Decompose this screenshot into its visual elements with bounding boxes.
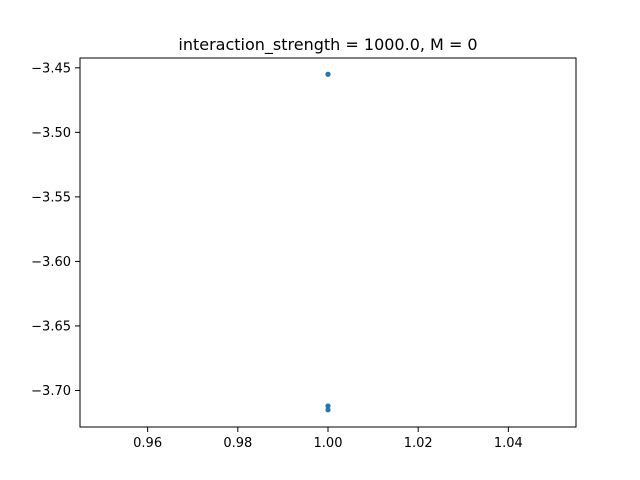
data-point xyxy=(325,71,331,77)
data-point xyxy=(325,403,331,409)
chart-title: interaction_strength = 1000.0, M = 0 xyxy=(178,35,477,55)
x-tick-label: 1.02 xyxy=(404,436,433,451)
y-tick-label: −3.65 xyxy=(31,319,71,334)
plot-area xyxy=(79,57,577,428)
y-axis: −3.45 −3.50 −3.55 −3.60 −3.65 −3.70 xyxy=(31,61,80,399)
x-tick-label: 1.04 xyxy=(494,436,523,451)
x-tick-label: 0.96 xyxy=(133,436,162,451)
y-tick-label: −3.70 xyxy=(31,384,71,399)
x-tick-label: 0.98 xyxy=(223,436,252,451)
y-tick-label: −3.50 xyxy=(31,126,71,141)
x-axis: 0.96 0.98 1.00 1.02 1.04 xyxy=(133,427,523,451)
x-tick-label: 1.00 xyxy=(314,436,343,451)
y-tick-label: −3.45 xyxy=(31,61,71,76)
y-tick-label: −3.60 xyxy=(31,255,71,270)
y-tick-label: −3.55 xyxy=(31,190,71,205)
data-point xyxy=(325,407,331,413)
plot-frame xyxy=(79,57,577,428)
points-layer xyxy=(325,71,331,413)
